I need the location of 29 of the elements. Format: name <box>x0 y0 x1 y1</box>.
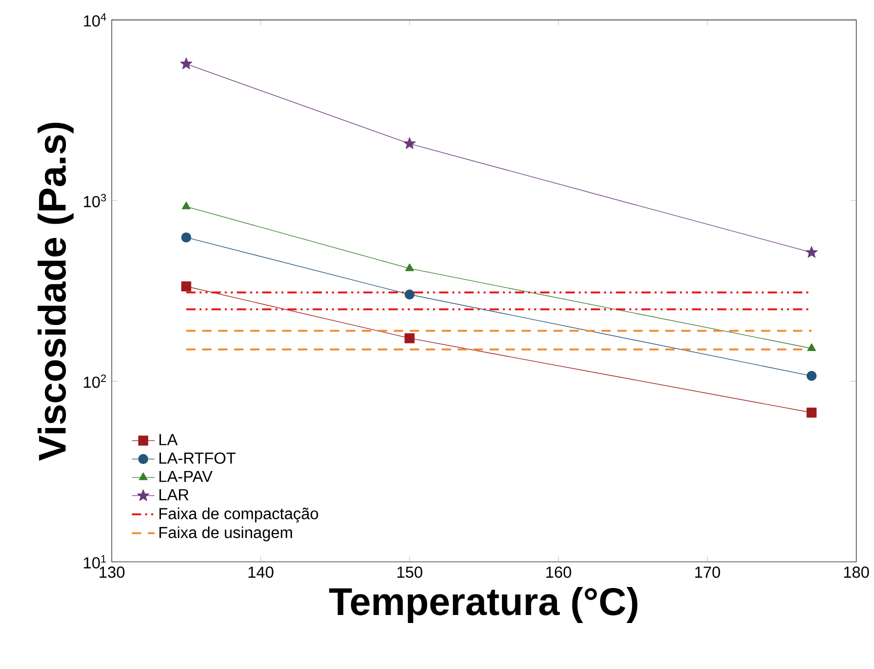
point <box>806 408 817 418</box>
legend-label: LA-RTFOT <box>159 452 236 464</box>
point <box>806 371 817 382</box>
point <box>181 282 192 292</box>
point <box>405 264 414 272</box>
x-tick-label: 160 <box>546 566 572 578</box>
point <box>180 58 192 70</box>
point <box>403 137 416 150</box>
legend-label: LA-PAV <box>159 471 213 482</box>
y-tick-label: 10$^{4}$ <box>84 13 106 27</box>
y-tick-label: 10$^{3}$ <box>84 194 106 208</box>
x-tick-label: 150 <box>397 566 422 578</box>
point <box>181 232 192 243</box>
y-tick-label: 10$^{2}$ <box>84 374 106 388</box>
point <box>805 246 818 258</box>
x-tick-label: 180 <box>844 566 869 578</box>
point <box>404 333 415 344</box>
legend-label: LA <box>159 434 178 446</box>
point <box>404 290 415 300</box>
legend-label: Faixa de usinagem <box>159 526 292 542</box>
x-tick-label: 130 <box>100 566 124 578</box>
x-tick-label: 140 <box>248 566 274 578</box>
point <box>182 202 191 210</box>
legend-label: LAR <box>159 489 188 500</box>
point <box>807 344 816 352</box>
legend-label: Faixa de compactação <box>159 508 318 523</box>
x-axis-title: Temperatura (°C) <box>329 587 638 624</box>
x-tick-label: 170 <box>695 566 720 578</box>
y-axis-title: Viscosidade (Pa.s) <box>38 122 74 461</box>
